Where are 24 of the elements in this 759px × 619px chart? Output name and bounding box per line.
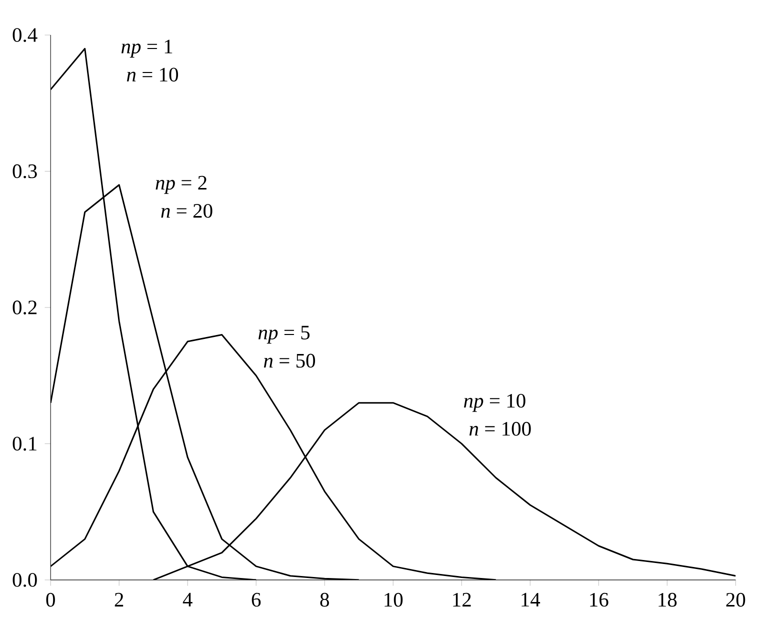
annotation: np = 1: [121, 40, 172, 58]
x-tick-label: 12: [453, 592, 471, 607]
annotation: n = 10: [126, 68, 178, 82]
x-tick-label: 8: [320, 592, 329, 607]
y-tick-label: 0.1: [12, 436, 36, 451]
x-tick-label: 0: [46, 592, 55, 607]
annotation: np = 2: [156, 176, 206, 194]
annotation: n = 50: [264, 354, 316, 368]
x-tick-label: 4: [182, 592, 192, 606]
y-tick-label: 0.2: [12, 300, 37, 315]
annotation: np = 5: [258, 326, 310, 344]
annotation: n = 100: [469, 422, 531, 436]
x-tick-label: 20: [726, 592, 746, 607]
y-tick-label: 0.0: [12, 573, 37, 587]
y-tick-label: 0.3: [12, 164, 37, 178]
x-tick-label: 14: [522, 592, 540, 606]
y-tick-label: 0.4: [12, 28, 38, 42]
x-tick-label: 16: [590, 592, 608, 607]
annotation: np = 10: [464, 394, 526, 412]
x-tick-label: 2: [114, 592, 124, 607]
x-tick-label: 10: [384, 592, 403, 607]
x-tick-label: 6: [252, 592, 261, 607]
annotation: n = 20: [161, 204, 212, 218]
x-tick-label: 18: [658, 592, 677, 607]
